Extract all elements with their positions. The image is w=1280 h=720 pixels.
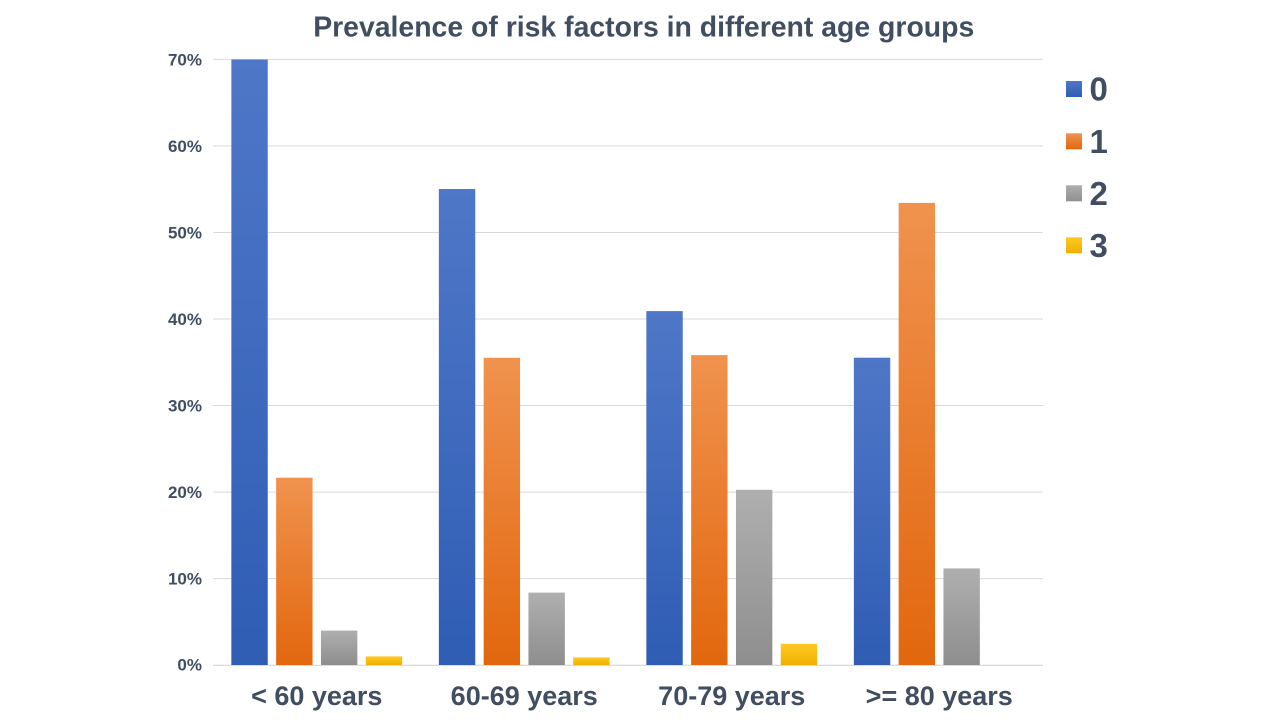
svg-text:50%: 50% <box>168 224 202 243</box>
svg-text:70-79 years: 70-79 years <box>658 681 805 711</box>
svg-text:30%: 30% <box>168 397 202 416</box>
svg-text:>= 80 years: >= 80 years <box>866 681 1013 711</box>
svg-text:2: 2 <box>1090 175 1108 212</box>
svg-text:10%: 10% <box>168 570 202 589</box>
svg-text:70%: 70% <box>168 51 202 70</box>
svg-text:0: 0 <box>1090 71 1108 108</box>
svg-text:3: 3 <box>1090 227 1108 264</box>
svg-text:60-69 years: 60-69 years <box>451 681 598 711</box>
svg-text:1: 1 <box>1090 123 1108 160</box>
svg-text:20%: 20% <box>168 483 202 502</box>
svg-text:60%: 60% <box>168 137 202 156</box>
svg-text:< 60 years: < 60 years <box>251 681 382 711</box>
svg-text:0%: 0% <box>177 656 202 675</box>
svg-text:40%: 40% <box>168 310 202 329</box>
svg-text:Prevalence of risk factors in: Prevalence of risk factors in different … <box>313 12 974 44</box>
